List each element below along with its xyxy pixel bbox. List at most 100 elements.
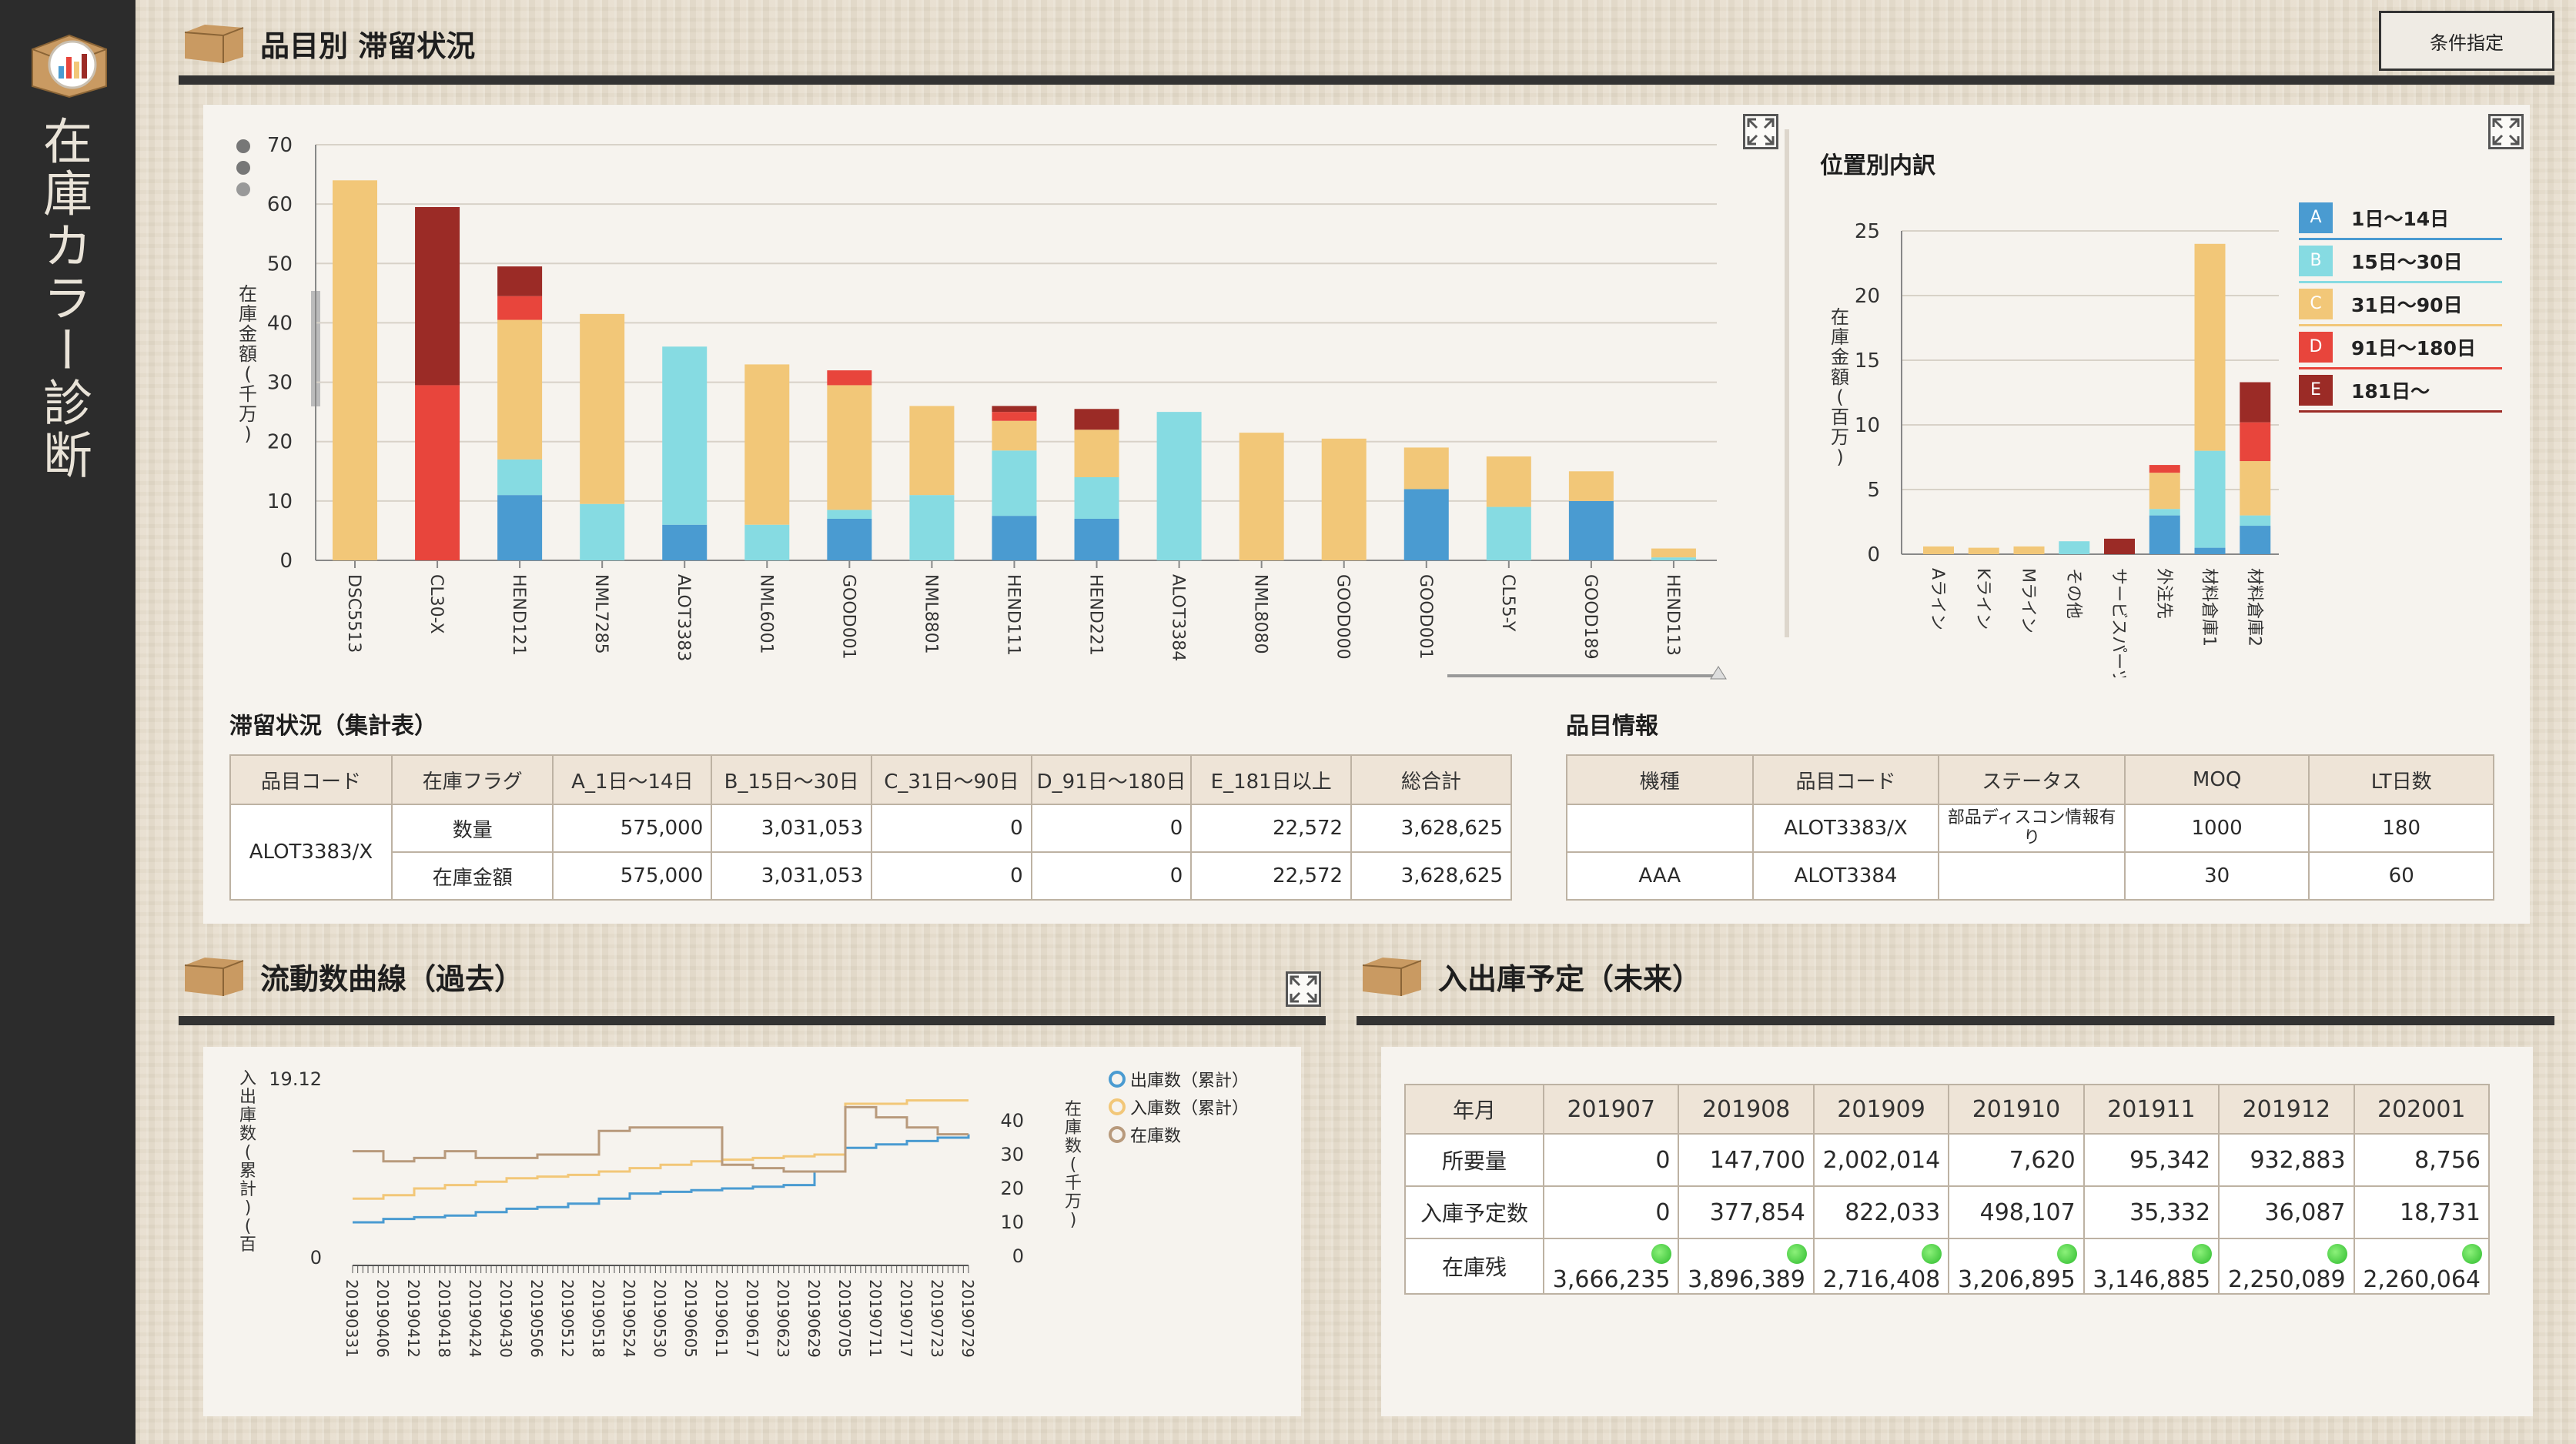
future-header: 入出庫予定（未来） <box>1360 954 1701 998</box>
x-tick-label: 20190711 <box>866 1279 885 1358</box>
summary-col-header[interactable]: B_15日〜30日 <box>711 754 873 805</box>
value-cell: 147,700 <box>1678 1133 1815 1187</box>
series-line <box>353 1105 969 1173</box>
x-tick-label: 20190418 <box>435 1279 453 1358</box>
future-title: 入出庫予定（未来） <box>1438 961 1702 996</box>
status-dot-icon <box>2327 1243 2347 1264</box>
flow-rule <box>179 1016 1326 1025</box>
bar-segment <box>1651 557 1696 560</box>
item-info-col-header[interactable]: MOQ <box>2123 754 2310 805</box>
flow-legend-item[interactable]: 出庫数（累計） <box>1109 1065 1249 1093</box>
bar-segment <box>2240 526 2271 554</box>
x-tick-label: GOOD001 <box>1416 574 1435 660</box>
summary-col-header[interactable]: 総合計 <box>1350 754 1512 805</box>
item-stagnation-header: 品目別 滞留状況 <box>182 22 475 65</box>
table-row[interactable]: ALOT3383/X 部品ディスコン情報有り 1000 180 <box>1566 804 2494 853</box>
bar-segment <box>992 516 1037 560</box>
y-tick-label: 20 <box>267 431 293 454</box>
value-cell: 377,854 <box>1678 1185 1815 1239</box>
value-cell: 498,107 <box>1948 1185 2085 1239</box>
x-tick-label: Kライン <box>1973 568 1992 630</box>
flow-legend-item[interactable]: 入庫数（累計） <box>1109 1093 1249 1121</box>
legend-item-b[interactable]: B 15日〜30日 <box>2299 240 2502 283</box>
x-tick-label: 20190430 <box>497 1279 515 1358</box>
summary-col-header[interactable]: D_91日〜180日 <box>1030 754 1193 805</box>
right-y-tick-label: 40 <box>1000 1110 1024 1131</box>
value-cell: 22,572 <box>1190 804 1353 853</box>
expand-flow-chart-icon[interactable] <box>1286 971 1321 1007</box>
bar-segment <box>1568 471 1614 501</box>
bar-segment <box>2149 465 2180 473</box>
right-y-axis-label: 在庫数(千万) <box>1065 1100 1082 1230</box>
table-row[interactable]: AAA ALOT3384 30 60 <box>1566 851 2494 901</box>
summary-col-header[interactable]: C_31日〜90日 <box>871 754 1032 805</box>
status-dot-icon <box>2192 1243 2213 1264</box>
future-col-header[interactable]: 201912 <box>2218 1084 2355 1135</box>
bar-segment <box>2149 515 2180 554</box>
x-tick-label: ALOT3383 <box>674 574 693 661</box>
panel-divider <box>1785 129 1789 637</box>
summary-col-header[interactable]: 在庫フラグ <box>390 754 554 805</box>
y-tick-label: 0 <box>279 550 293 573</box>
x-tick-label: 20190623 <box>774 1279 792 1358</box>
bar-segment <box>662 524 708 560</box>
bar-segment <box>1074 430 1119 477</box>
x-tick-label: 20190524 <box>620 1279 638 1358</box>
value-cell: 95,342 <box>2083 1133 2220 1187</box>
bar-segment <box>1651 548 1696 558</box>
x-tick-label: 20190617 <box>743 1279 761 1358</box>
value-cell: 2,002,014 <box>1812 1133 1950 1187</box>
future-col-header[interactable]: 201910 <box>1948 1084 2085 1135</box>
x-tick-label: 20190512 <box>558 1279 577 1358</box>
future-col-header[interactable]: 年月 <box>1404 1084 1544 1135</box>
future-col-header[interactable]: 202001 <box>2353 1084 2491 1135</box>
legend-item-d[interactable]: D 91日〜180日 <box>2299 326 2502 369</box>
x-tick-label: HEND113 <box>1663 574 1682 656</box>
legend-item-a[interactable]: A 1日〜14日 <box>2299 197 2502 240</box>
legend-item-c[interactable]: C 31日〜90日 <box>2299 283 2502 326</box>
table-row[interactable]: ALOT3383/X 数量 575,000 3,031,053 0 0 22,5… <box>229 804 1512 901</box>
condition-button[interactable]: 条件指定 <box>2379 11 2554 71</box>
y-tick-label: 10 <box>267 490 293 513</box>
table-row[interactable]: 在庫金額 575,000 3,031,053 0 0 22,572 3,628,… <box>230 851 1512 901</box>
bar-segment <box>2194 243 2226 451</box>
flow-legend-item[interactable]: 在庫数 <box>1109 1121 1249 1148</box>
item-info-col-header[interactable]: LT日数 <box>2308 754 2494 805</box>
series-line <box>353 1099 969 1200</box>
future-col-header[interactable]: 201908 <box>1678 1084 1815 1135</box>
future-col-header[interactable]: 201907 <box>1542 1084 1680 1135</box>
x-tick-label: 材料倉庫2 <box>2244 568 2263 647</box>
y-min-label: 0 <box>310 1247 322 1269</box>
status-dot-icon <box>1786 1243 1807 1264</box>
summary-col-header[interactable]: E_181日以上 <box>1190 754 1353 805</box>
bar-segment <box>1156 412 1202 560</box>
table-row[interactable]: 所要量 0 147,700 2,002,014 7,620 95,342 932… <box>1404 1133 2491 1187</box>
bar-segment <box>2240 422 2271 462</box>
expand-breakdown-chart-icon[interactable] <box>2488 114 2524 149</box>
page-title: 品目別 滞留状況 <box>260 28 476 63</box>
model-cell: AAA <box>1566 851 1754 901</box>
item-info-col-header[interactable]: 機種 <box>1566 754 1754 805</box>
bar-segment <box>744 364 790 525</box>
summary-col-header[interactable]: 品目コード <box>229 754 393 805</box>
legend-item-e[interactable]: E 181日〜 <box>2299 369 2502 413</box>
future-col-header[interactable]: 201911 <box>2083 1084 2220 1135</box>
y-tick-label: 10 <box>1855 414 1880 437</box>
x-tick-label: Aライン <box>1928 568 1947 630</box>
expand-main-chart-icon[interactable] <box>1743 114 1778 149</box>
future-col-header[interactable]: 201909 <box>1812 1084 1950 1135</box>
x-tick-label: NML6001 <box>756 574 775 654</box>
header-rule <box>179 75 2554 85</box>
y-tick-label: 5 <box>1867 479 1880 502</box>
x-tick-label: 20190506 <box>527 1279 546 1358</box>
item-info-col-header[interactable]: ステータス <box>1938 754 2126 805</box>
y-tick-label: 30 <box>267 372 293 395</box>
item-info-col-header[interactable]: 品目コード <box>1751 754 1940 805</box>
table-row[interactable]: 入庫予定数 0 377,854 822,033 498,107 35,332 3… <box>1404 1185 2491 1239</box>
summary-col-header[interactable]: A_1日〜14日 <box>552 754 713 805</box>
bar-segment <box>992 406 1037 413</box>
x-tick-label: GOOD189 <box>1581 574 1600 660</box>
moq-cell: 1000 <box>2123 804 2310 853</box>
y-tick-label: 70 <box>267 134 293 157</box>
table-row[interactable]: 在庫残 3,666,235 3,896,389 2,716,408 3,206,… <box>1404 1238 2491 1295</box>
